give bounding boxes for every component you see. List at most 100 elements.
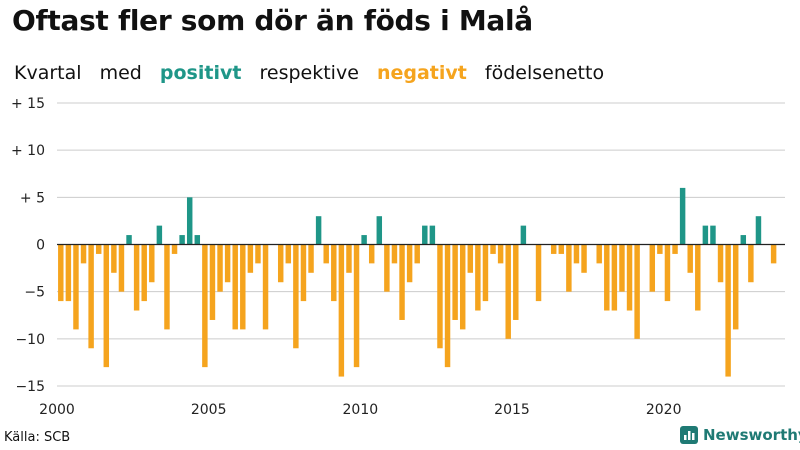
newsworthy-chart-icon: [680, 426, 698, 444]
bar-2008-k4: [323, 244, 329, 264]
bar-2022-k1: [725, 244, 731, 377]
x-tick-label: 2015: [494, 402, 530, 418]
bar-2021-k1: [695, 244, 701, 311]
bar-2015-k4: [535, 244, 542, 302]
bar-2013-k2: [459, 244, 466, 330]
bar-2021-k4: [717, 244, 724, 283]
bar-2017-k2: [581, 244, 587, 273]
bar-2019-k1: [634, 244, 640, 339]
grid-lines: [57, 102, 785, 387]
bar-2023-k1: [755, 216, 762, 245]
bar-2018-k2: [611, 244, 618, 311]
newsworthy-logo: Newsworthy: [680, 426, 800, 444]
bar-2005-k3: [224, 244, 231, 283]
subtitle-fodelsenetto: födelsenetto: [484, 62, 605, 84]
bar-2006-k2: [247, 244, 254, 273]
bar-2000-k2: [65, 244, 72, 302]
bar-2011-k3: [406, 244, 413, 283]
x-tick-label: 2010: [343, 402, 379, 418]
x-tick-label: 2020: [646, 402, 682, 418]
bar-2006-k4: [262, 244, 269, 330]
bar-2010-k1: [361, 235, 367, 245]
chart-title: Oftast fler som dör än föds i Malå: [12, 4, 533, 37]
bar-2001-k1: [88, 244, 94, 349]
x-tick-label: 2005: [191, 402, 227, 418]
bar-2008-k2: [308, 244, 314, 273]
x-axis-labels: 2000 2005 2010 2015 2020: [39, 402, 681, 418]
bar-2012-k1: [422, 225, 428, 245]
bar-2002-k1: [118, 244, 125, 292]
bar-2013-k4: [475, 244, 481, 311]
y-tick-label: −10: [15, 332, 45, 348]
bar-2008-k3: [315, 216, 322, 245]
chart-subtitle: Kvartal med positivt respektive negativt…: [14, 62, 616, 84]
bar-2006-k3: [255, 244, 261, 264]
bar-2002-k4: [141, 244, 147, 302]
bar-2012-k3: [437, 244, 443, 349]
bar-2009-k4: [353, 244, 360, 368]
bar-2004-k1: [179, 235, 185, 245]
y-axis-labels: −15 −10 −5 0 + 5 + 10 + 15: [11, 96, 45, 395]
bar-2018-k1: [604, 244, 610, 311]
bar-2019-k3: [649, 244, 656, 292]
bars: [58, 187, 777, 377]
bar-2002-k3: [133, 244, 140, 311]
bar-2008-k1: [300, 244, 307, 302]
subtitle-respektive: respektive: [259, 62, 359, 84]
bar-2001-k4: [111, 244, 117, 273]
bar-2015-k2: [520, 225, 527, 245]
bar-2000-k1: [58, 244, 64, 302]
bar-2004-k3: [194, 235, 201, 245]
bar-2000-k3: [73, 244, 79, 330]
bar-2021-k2: [702, 225, 709, 245]
bar-2003-k3: [164, 244, 170, 330]
bar-2020-k4: [687, 244, 693, 273]
bar-2011-k2: [399, 244, 405, 320]
legend-positive: positivt: [159, 62, 242, 84]
subtitle-kvartal: Kvartal: [14, 62, 82, 84]
bar-2011-k1: [391, 244, 398, 264]
bar-2018-k4: [626, 244, 633, 311]
bar-2016-k2: [550, 244, 557, 254]
y-tick-label: + 10: [11, 143, 45, 159]
y-tick-label: + 15: [11, 96, 45, 112]
bar-2003-k2: [156, 225, 163, 245]
legend-negative: negativt: [376, 62, 467, 84]
bar-2001-k2: [95, 244, 102, 254]
bar-2020-k1: [664, 244, 671, 302]
bar-2013-k3: [467, 244, 474, 273]
bar-2007-k2: [277, 244, 284, 283]
bar-2009-k2: [338, 244, 345, 377]
y-tick-label: 0: [36, 238, 45, 254]
bar-2014-k4: [505, 244, 511, 339]
bar-2017-k1: [573, 244, 580, 264]
bar-2014-k1: [482, 244, 489, 302]
bar-2010-k4: [384, 244, 390, 292]
bar-2003-k1: [149, 244, 155, 283]
bar-2005-k1: [209, 244, 216, 320]
bar-2022-k3: [740, 235, 747, 245]
bar-2012-k4: [444, 244, 451, 368]
bar-2013-k1: [452, 244, 458, 320]
y-tick-label: −15: [15, 379, 45, 395]
bar-2015-k1: [513, 244, 519, 320]
bar-2001-k3: [103, 244, 110, 368]
bar-2022-k2: [732, 244, 739, 330]
logo-text: Newsworthy: [703, 426, 800, 444]
bar-2012-k2: [429, 225, 436, 245]
bar-2022-k4: [748, 244, 754, 283]
y-tick-label: + 5: [20, 190, 45, 206]
bar-2020-k3: [679, 187, 686, 245]
bar-2018-k3: [619, 244, 625, 292]
source-label: Källa: SCB: [4, 430, 71, 445]
bar-2017-k4: [596, 244, 602, 264]
bar-2007-k3: [285, 244, 292, 264]
bar-2007-k4: [293, 244, 299, 349]
bar-2002-k2: [126, 235, 132, 245]
bar-2009-k3: [346, 244, 352, 273]
bar-2010-k2: [368, 244, 375, 264]
bar-2023-k3: [770, 244, 777, 264]
subtitle-med: med: [99, 62, 142, 84]
bar-2014-k2: [490, 244, 496, 254]
